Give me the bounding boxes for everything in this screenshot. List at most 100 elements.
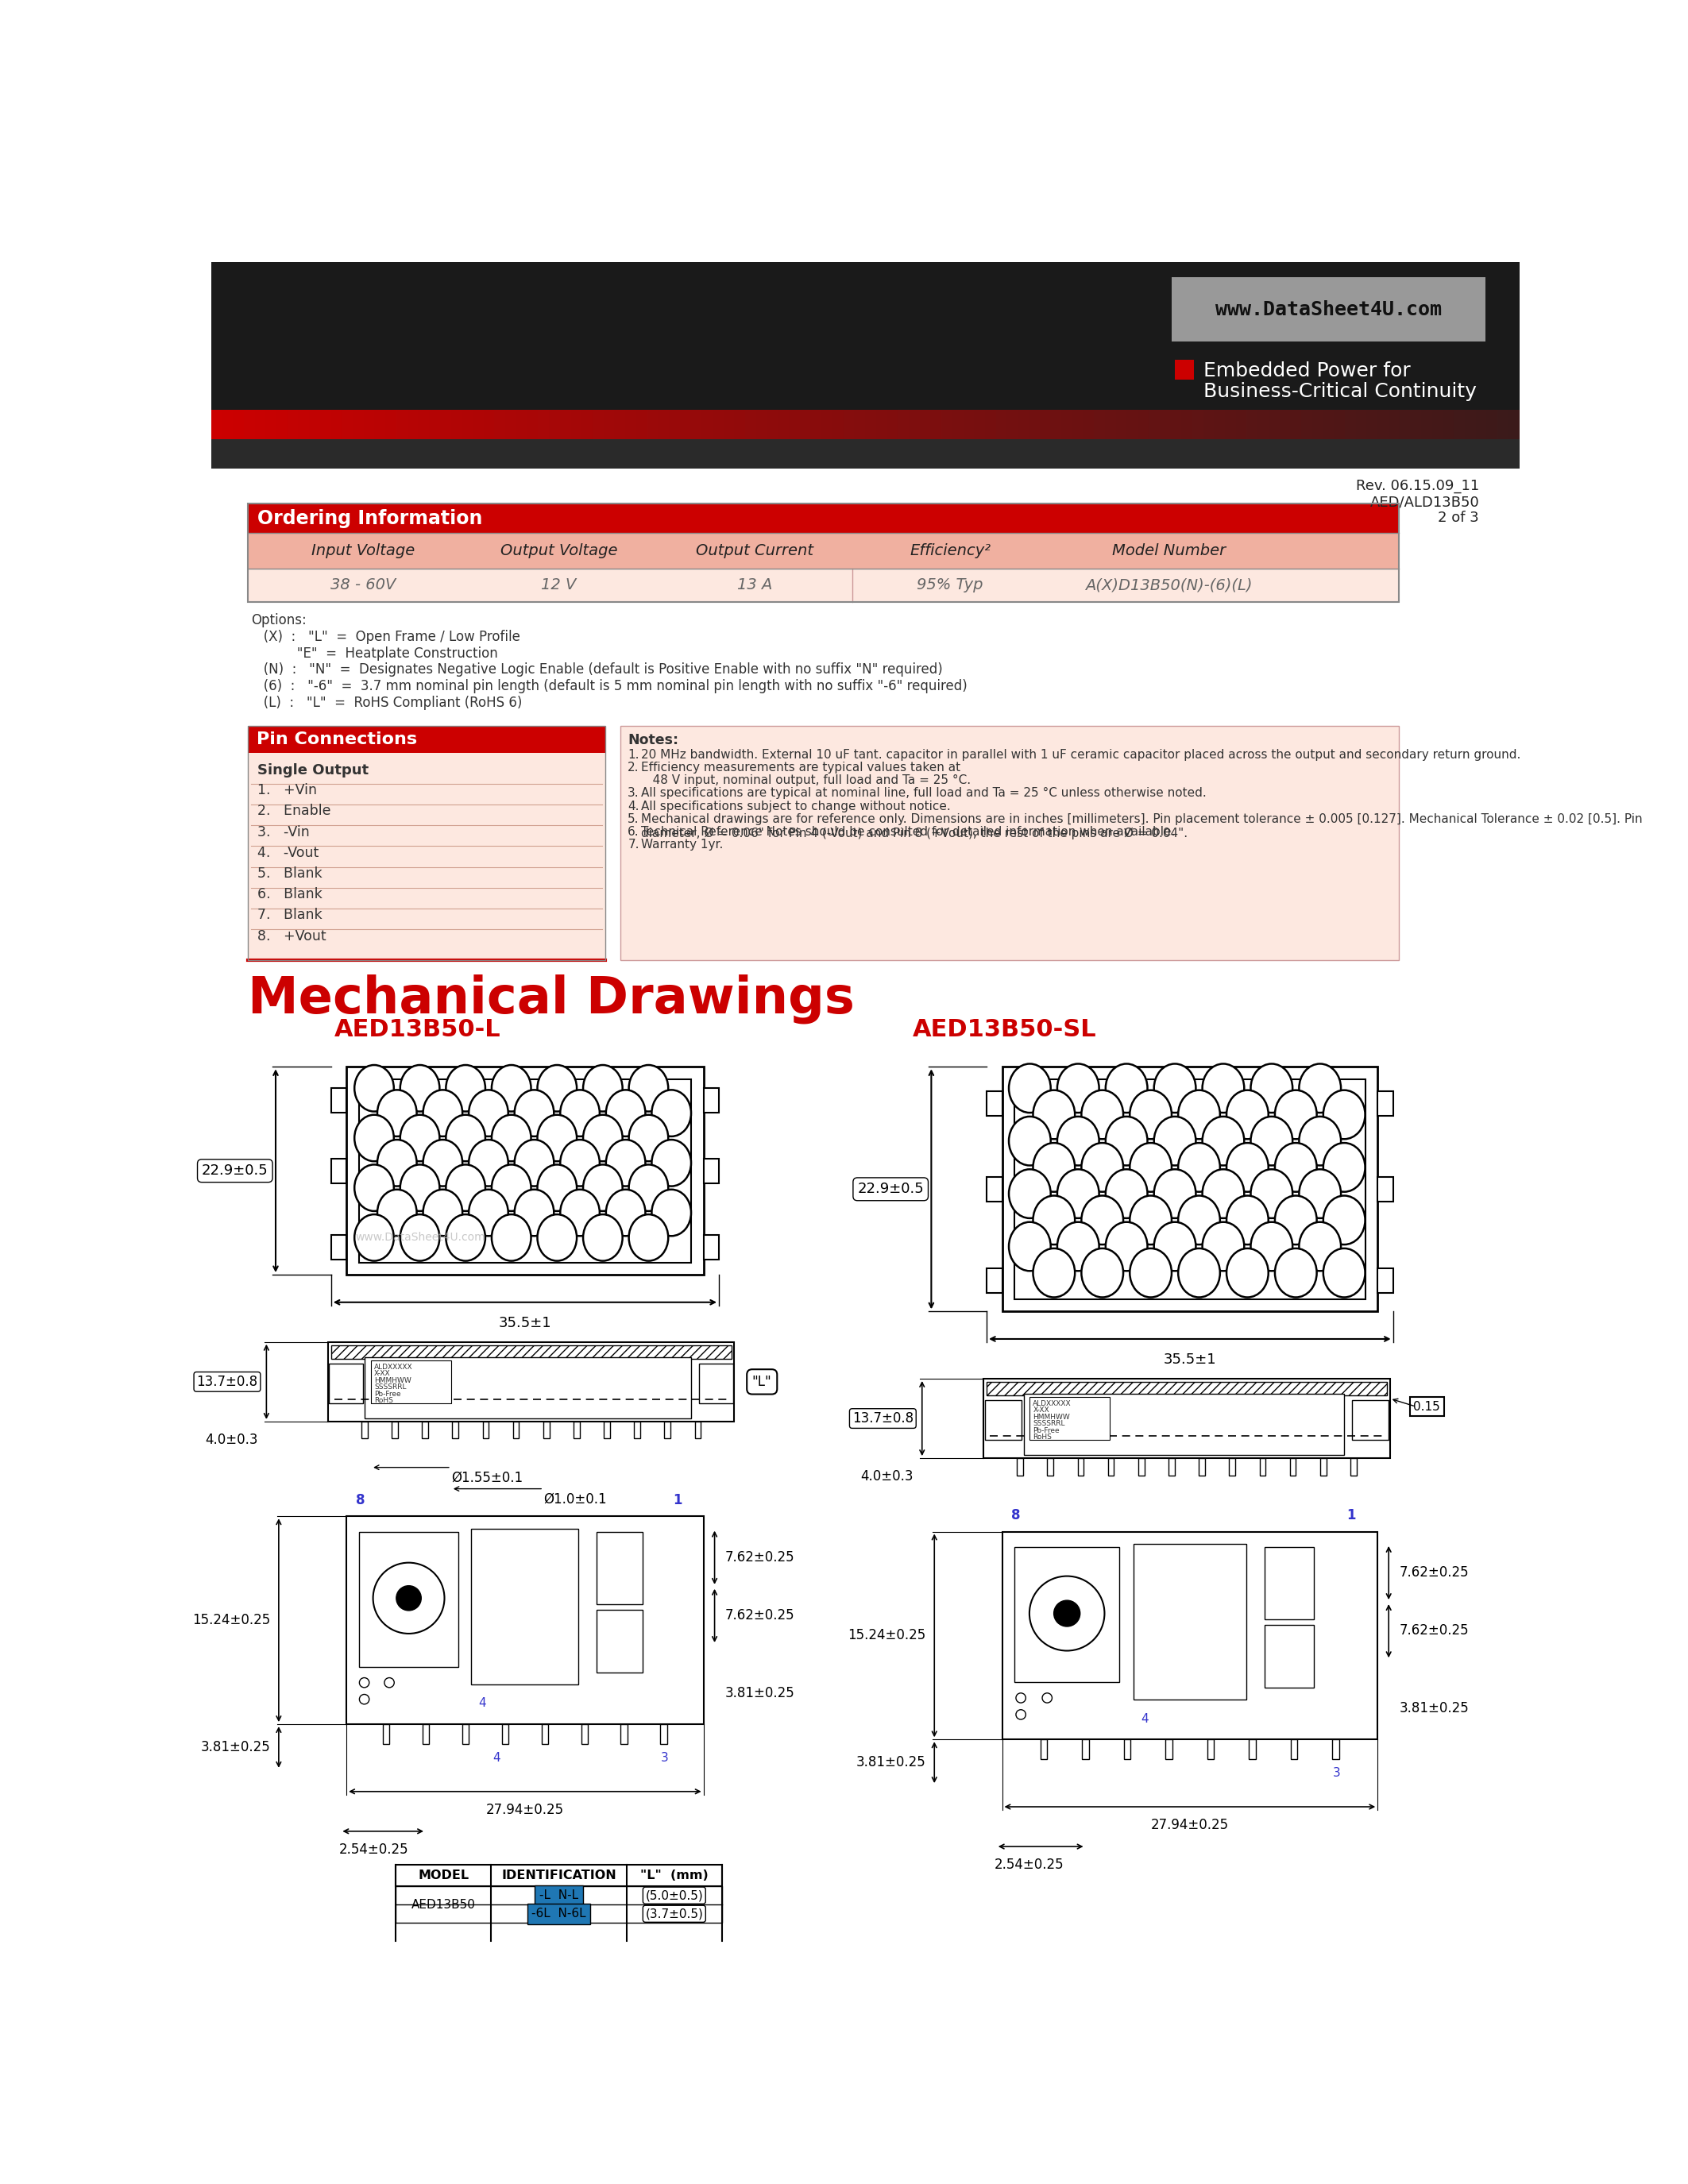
- Bar: [1171, 277, 1485, 341]
- Text: Ø1.55±0.1: Ø1.55±0.1: [451, 1470, 523, 1485]
- Ellipse shape: [1057, 1116, 1099, 1166]
- Bar: [571, 411, 582, 439]
- Text: 7.: 7.: [628, 839, 640, 850]
- Bar: [668, 411, 680, 439]
- Bar: [327, 1341, 734, 1422]
- Bar: [1160, 411, 1171, 439]
- Text: 7.62±0.25: 7.62±0.25: [726, 1551, 795, 1564]
- Bar: [1128, 411, 1138, 439]
- Bar: [647, 411, 658, 439]
- Bar: [832, 411, 844, 439]
- Ellipse shape: [354, 1164, 393, 1212]
- Ellipse shape: [446, 1066, 486, 1112]
- Text: 4.0±0.3: 4.0±0.3: [861, 1470, 913, 1483]
- Bar: [844, 411, 854, 439]
- Bar: [1072, 411, 1084, 439]
- Bar: [1077, 1459, 1084, 1476]
- Circle shape: [1030, 1577, 1104, 1651]
- Text: Pb-Free: Pb-Free: [375, 1391, 400, 1398]
- Bar: [984, 1378, 1389, 1459]
- Text: 35.5±1: 35.5±1: [1163, 1352, 1217, 1367]
- Circle shape: [1016, 1710, 1026, 1719]
- Bar: [1367, 411, 1377, 439]
- Text: Model Number: Model Number: [1112, 544, 1225, 559]
- Circle shape: [1041, 1693, 1052, 1704]
- Bar: [329, 1363, 363, 1402]
- Ellipse shape: [537, 1114, 577, 1162]
- Bar: [734, 411, 746, 439]
- Ellipse shape: [560, 1090, 599, 1136]
- Text: 4.   -Vout: 4. -Vout: [257, 845, 319, 860]
- Ellipse shape: [537, 1066, 577, 1112]
- Bar: [429, 411, 441, 439]
- Bar: [1345, 411, 1355, 439]
- Bar: [930, 411, 942, 439]
- Circle shape: [397, 1586, 422, 1610]
- Bar: [704, 1088, 719, 1112]
- Bar: [395, 1865, 722, 1887]
- Bar: [538, 411, 550, 439]
- Ellipse shape: [1057, 1064, 1099, 1112]
- Bar: [1301, 411, 1313, 439]
- Ellipse shape: [1155, 1064, 1195, 1112]
- Bar: [1399, 411, 1411, 439]
- Ellipse shape: [1202, 1223, 1244, 1271]
- Bar: [363, 411, 375, 439]
- Bar: [248, 505, 1399, 603]
- Bar: [952, 411, 964, 439]
- Bar: [712, 411, 724, 439]
- Text: ALDXXXXX: ALDXXXXX: [1033, 1400, 1072, 1406]
- Bar: [1003, 1066, 1377, 1310]
- Ellipse shape: [1274, 1142, 1317, 1192]
- Ellipse shape: [1274, 1090, 1317, 1140]
- Bar: [331, 411, 343, 439]
- Bar: [1320, 1459, 1327, 1476]
- Text: SSSSRRL: SSSSRRL: [1033, 1420, 1065, 1428]
- Text: Rev. 06.15.09_11: Rev. 06.15.09_11: [1355, 478, 1479, 494]
- Bar: [385, 411, 397, 439]
- Text: Options:: Options:: [252, 614, 307, 627]
- Bar: [501, 1723, 508, 1743]
- Ellipse shape: [1033, 1195, 1075, 1245]
- Bar: [243, 411, 255, 439]
- Text: 7.62±0.25: 7.62±0.25: [1399, 1623, 1469, 1638]
- Text: 2.54±0.25: 2.54±0.25: [339, 1843, 408, 1856]
- Bar: [987, 1092, 1003, 1116]
- Ellipse shape: [537, 1214, 577, 1260]
- Bar: [635, 1422, 640, 1439]
- Bar: [854, 411, 866, 439]
- Ellipse shape: [630, 1066, 668, 1112]
- Ellipse shape: [1057, 1168, 1099, 1219]
- Ellipse shape: [1251, 1223, 1293, 1271]
- Bar: [1040, 1738, 1047, 1758]
- Bar: [800, 411, 812, 439]
- Ellipse shape: [515, 1090, 554, 1136]
- Text: Ø1.0±0.1: Ø1.0±0.1: [544, 1492, 606, 1507]
- Ellipse shape: [1202, 1168, 1244, 1219]
- Ellipse shape: [1178, 1249, 1220, 1297]
- Bar: [1431, 411, 1443, 439]
- Text: Warranty 1yr.: Warranty 1yr.: [641, 839, 722, 850]
- Ellipse shape: [446, 1114, 486, 1162]
- Text: (3.7±0.5): (3.7±0.5): [645, 1909, 704, 1920]
- Bar: [221, 411, 233, 439]
- Bar: [1040, 411, 1052, 439]
- Text: 5.   Blank: 5. Blank: [257, 867, 322, 880]
- Text: RoHS: RoHS: [375, 1398, 393, 1404]
- Ellipse shape: [1300, 1116, 1340, 1166]
- Ellipse shape: [1155, 1223, 1195, 1271]
- Text: (L)  :   "L"  =  RoHS Compliant (RoHS 6): (L) : "L" = RoHS Compliant (RoHS 6): [252, 697, 522, 710]
- Bar: [248, 505, 1399, 533]
- Text: ALDXXXXX: ALDXXXXX: [375, 1363, 414, 1372]
- Ellipse shape: [652, 1090, 690, 1136]
- Ellipse shape: [1082, 1090, 1123, 1140]
- Bar: [604, 1422, 609, 1439]
- Ellipse shape: [1178, 1090, 1220, 1140]
- Bar: [699, 1363, 733, 1402]
- Text: 95% Typ: 95% Typ: [917, 579, 984, 592]
- Bar: [1312, 411, 1323, 439]
- Bar: [744, 411, 756, 439]
- Text: 12 V: 12 V: [542, 579, 576, 592]
- Bar: [665, 1422, 670, 1439]
- Text: X-XX: X-XX: [1033, 1406, 1050, 1413]
